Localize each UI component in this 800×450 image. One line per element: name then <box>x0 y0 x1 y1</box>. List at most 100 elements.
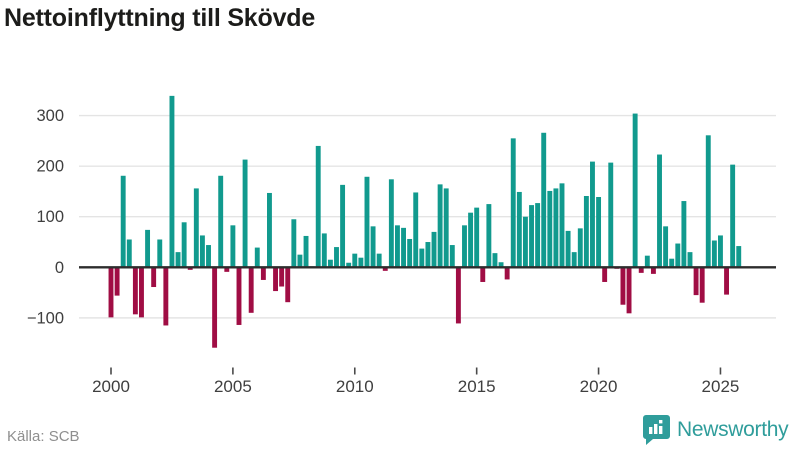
bar-2009-Q4 <box>346 262 352 268</box>
bar-2010-Q1 <box>352 253 358 268</box>
bar-2020-Q3 <box>608 162 614 268</box>
bar-2008-Q4 <box>321 233 327 268</box>
bar-2018-Q3 <box>559 183 565 268</box>
bar-2012-Q3 <box>413 192 419 268</box>
bar-2006-Q4 <box>273 267 278 292</box>
bar-2025-Q3 <box>730 164 736 268</box>
bar-2003-Q4 <box>199 235 205 268</box>
bar-2009-Q1 <box>327 259 333 268</box>
bar-2013-Q1 <box>425 242 431 268</box>
bar-2021-Q4 <box>638 267 644 273</box>
bar-2000-Q1 <box>108 267 114 318</box>
bar-2006-Q2 <box>260 267 266 280</box>
bar-2018-Q1 <box>547 190 553 268</box>
bar-2024-Q3 <box>705 135 711 268</box>
bar-2014-Q2 <box>455 267 461 324</box>
bar-2018-Q2 <box>553 188 559 268</box>
bar-2012-Q1 <box>401 227 406 268</box>
bar-2019-Q2 <box>577 228 583 268</box>
bar-2011-Q4 <box>395 225 400 268</box>
bar-2016-Q4 <box>516 191 522 268</box>
bar-2014-Q1 <box>449 245 455 268</box>
bar-2022-Q2 <box>650 267 656 274</box>
bar-2005-Q4 <box>248 267 254 313</box>
bar-2014-Q4 <box>468 212 474 268</box>
bar-2001-Q4 <box>151 267 157 288</box>
bar-2016-Q2 <box>504 267 510 280</box>
svg-text:2015: 2015 <box>458 377 496 396</box>
newsworthy-logo-link[interactable]: Newsworthy <box>643 414 795 446</box>
bar-2024-Q2 <box>699 267 705 303</box>
bar-2023-Q1 <box>669 258 675 268</box>
bar-2000-Q2 <box>114 267 120 296</box>
svg-text:100: 100 <box>36 208 64 226</box>
bar-2025-Q4 <box>736 246 742 268</box>
bar-2009-Q2 <box>334 247 339 268</box>
bar-2018-Q4 <box>565 230 571 268</box>
bar-2005-Q1 <box>230 225 236 268</box>
bar-2023-Q4 <box>687 252 693 268</box>
bar-2010-Q2 <box>358 257 364 268</box>
bar-2007-Q4 <box>297 254 303 268</box>
bar-2007-Q2 <box>285 267 291 303</box>
bar-2008-Q1 <box>303 235 309 268</box>
bar-2001-Q3 <box>145 229 151 268</box>
bar-2012-Q2 <box>407 238 413 268</box>
newsworthy-wordmark: Newsworthy <box>677 418 789 441</box>
bar-2013-Q3 <box>437 184 443 268</box>
bar-2017-Q3 <box>535 203 541 268</box>
bar-2015-Q2 <box>480 267 486 282</box>
bar-2015-Q1 <box>474 207 480 268</box>
bar-2017-Q1 <box>522 216 528 268</box>
svg-text:200: 200 <box>36 158 64 176</box>
bar-2019-Q1 <box>571 252 577 268</box>
bar-2005-Q3 <box>242 159 248 268</box>
bar-2022-Q4 <box>663 226 669 268</box>
svg-text:0: 0 <box>55 259 64 277</box>
bar-2004-Q1 <box>206 245 211 268</box>
bar-2003-Q3 <box>193 188 199 268</box>
source-label: Källa: SCB <box>7 428 80 445</box>
bar-2002-Q4 <box>175 252 181 268</box>
bar-2021-Q2 <box>626 267 632 314</box>
svg-text:300: 300 <box>36 107 64 125</box>
bar-2006-Q3 <box>267 192 272 268</box>
bar-2002-Q1 <box>157 239 163 268</box>
bar-2001-Q2 <box>139 267 144 318</box>
bar-2004-Q3 <box>218 175 224 268</box>
bar-2010-Q4 <box>370 226 376 268</box>
bar-2021-Q1 <box>620 267 626 305</box>
bar-2008-Q3 <box>315 145 321 268</box>
newsworthy-bubble-chart-icon <box>643 415 670 445</box>
chart-title: Nettoinflyttning till Skövde <box>4 4 316 32</box>
bar-2009-Q3 <box>340 184 346 268</box>
bar-2011-Q2 <box>382 267 388 271</box>
bar-2025-Q1 <box>718 235 723 268</box>
bar-2002-Q3 <box>169 95 175 268</box>
bar-2004-Q2 <box>212 267 218 348</box>
bar-2020-Q2 <box>602 267 608 282</box>
bar-2014-Q3 <box>462 225 467 268</box>
bar-chart-svg: 300 200 100 0 −100 2000 2005 2010 2015 2020 2025 <box>27 95 776 396</box>
bar-2020-Q1 <box>596 197 602 268</box>
svg-text:2005: 2005 <box>214 377 252 396</box>
bar-2002-Q2 <box>163 267 169 326</box>
bar-2017-Q4 <box>541 132 547 268</box>
bar-2022-Q1 <box>644 255 650 268</box>
svg-text:2000: 2000 <box>92 377 130 396</box>
bar-2013-Q4 <box>443 188 449 268</box>
bar-2010-Q3 <box>364 176 370 268</box>
bar-2016-Q3 <box>510 138 516 268</box>
bar-2024-Q1 <box>693 267 699 296</box>
svg-text:2020: 2020 <box>580 377 618 396</box>
bar-2025-Q2 <box>724 267 729 295</box>
bar-2015-Q4 <box>492 253 498 268</box>
bar-2003-Q1 <box>181 222 187 268</box>
bar-2021-Q3 <box>632 113 638 268</box>
svg-text:2025: 2025 <box>702 377 740 396</box>
bar-2003-Q2 <box>187 267 193 270</box>
bar-2007-Q3 <box>291 219 297 268</box>
bar-2000-Q3 <box>120 175 126 268</box>
bar-2006-Q1 <box>254 247 260 268</box>
